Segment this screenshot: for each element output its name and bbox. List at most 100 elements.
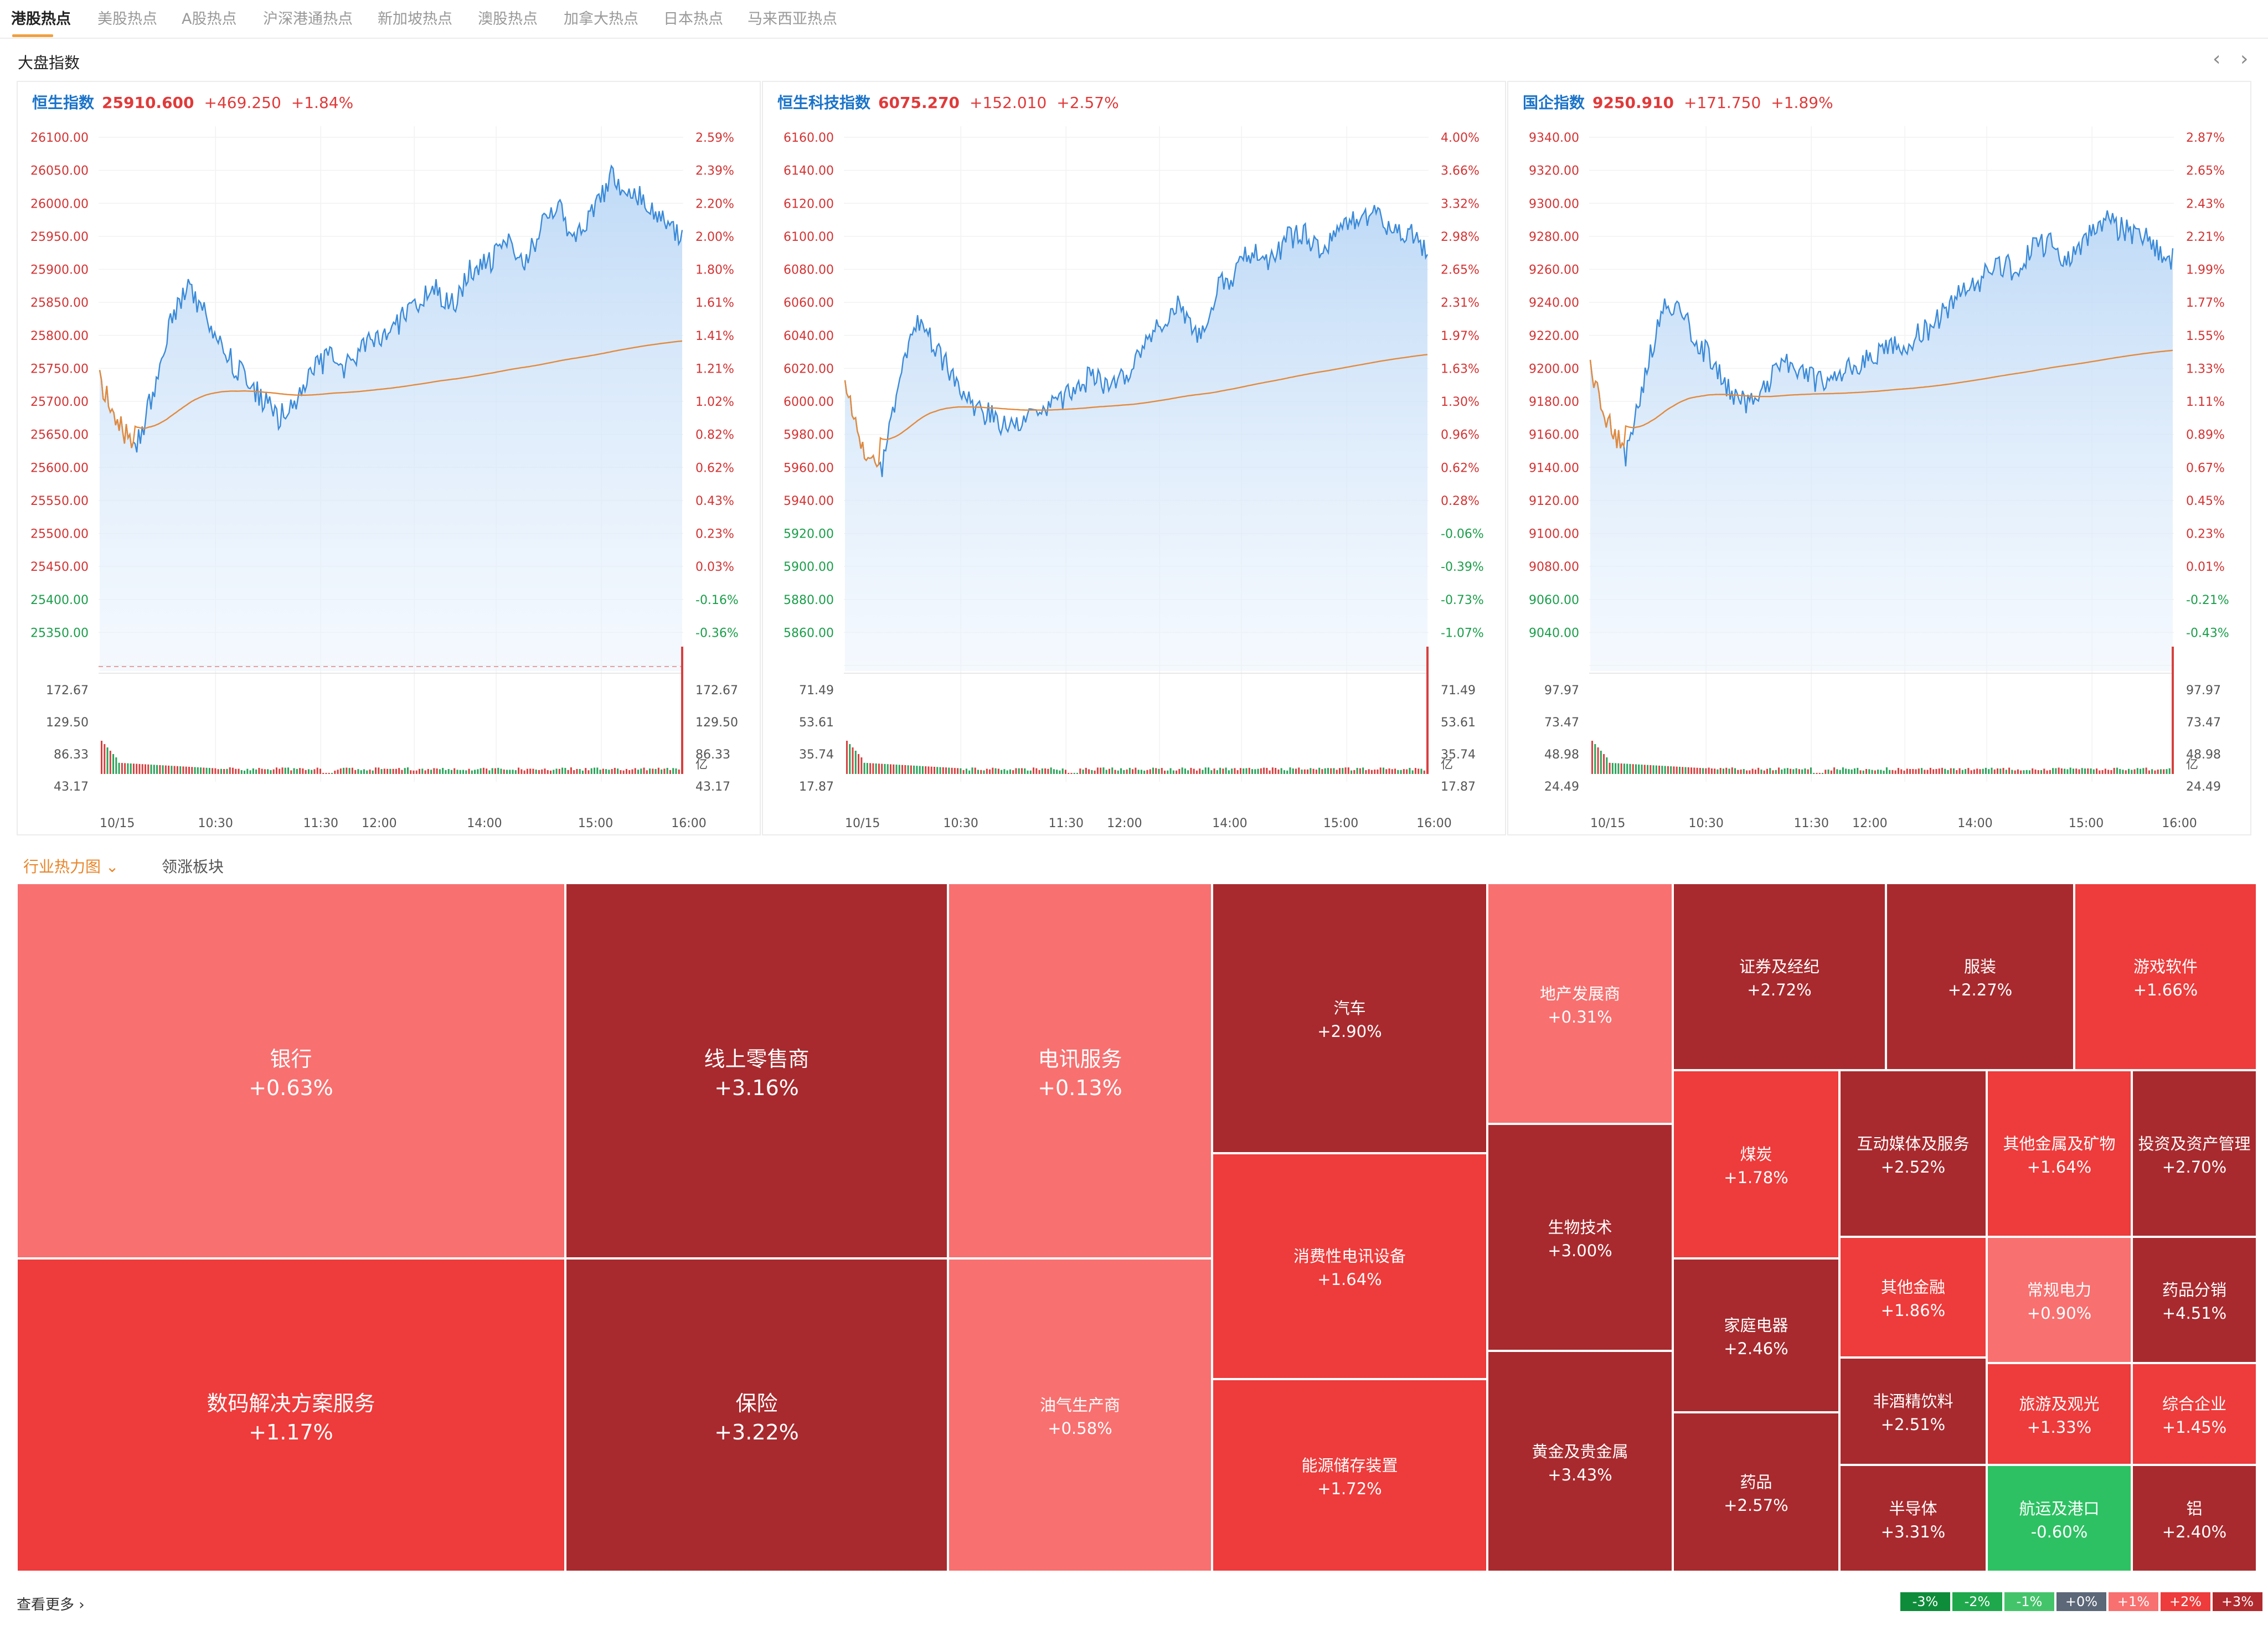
volume-bar [141, 764, 143, 774]
heatmap-cell-pct: +2.70% [2162, 1157, 2227, 1176]
price-axis-label: 25750.00 [30, 362, 89, 376]
tab-australia-hot[interactable]: 澳股热点 [478, 11, 538, 28]
heatmap-cell[interactable]: 证券及经纪 +2.72% [1673, 883, 1886, 1070]
time-axis-label: 14:00 [1957, 817, 1992, 830]
tab-hk-hot[interactable]: 港股热点 [11, 11, 71, 28]
volume-bar [2005, 770, 2007, 774]
index-panel-hscei[interactable]: 国企指数 9250.910 +171.750 +1.89% 9340.00 2.87% 9… [1507, 81, 2251, 835]
tab-industry-heatmap[interactable]: 行业热力图 ⌄ [23, 858, 119, 876]
tab-malaysia-hot[interactable]: 马来西亚热点 [748, 11, 837, 28]
heatmap-cell[interactable]: 家庭电器 +2.46% [1673, 1258, 1839, 1412]
index-panel-hsi[interactable]: 恒生指数 25910.600 +469.250 +1.84% 26100.00 2.59… [17, 81, 761, 835]
view-more-link[interactable]: 查看更多 › [17, 1597, 85, 1613]
heatmap-cell[interactable]: 旅游及观光 +1.33% [1987, 1363, 2132, 1465]
heatmap-cell[interactable]: 药品分销 +4.51% [2132, 1237, 2257, 1363]
index-panel-hstech[interactable]: 恒生科技指数 6075.270 +152.010 +2.57% 6160.00 4.00… [762, 81, 1506, 835]
volume-bar [482, 767, 484, 774]
volume-bar [261, 768, 263, 774]
tab-us-hot[interactable]: 美股热点 [97, 11, 157, 28]
heatmap-cell[interactable]: 服装 +2.27% [1886, 883, 2074, 1070]
volume-bar [576, 768, 578, 774]
pct-axis-label: 2.00% [695, 230, 734, 244]
volume-axis-label: 97.97 [1544, 684, 1579, 698]
volume-bar [1786, 768, 1788, 774]
heatmap-cell[interactable]: 投资及资产管理 +2.70% [2132, 1070, 2257, 1237]
tab-a-share-hot[interactable]: A股热点 [182, 11, 237, 28]
heatmap-cell[interactable]: 煤炭 +1.78% [1673, 1070, 1839, 1258]
volume-bar [319, 768, 321, 774]
volume-bar [2110, 770, 2112, 774]
volume-bar [1202, 770, 1204, 774]
intraday-chart[interactable]: 6160.00 4.00% 6140.00 3.66% 6120.00 3.32% 6100… [763, 82, 1507, 837]
heatmap-cell[interactable]: 保险 +3.22% [565, 1258, 948, 1572]
volume-bar [675, 768, 677, 774]
volume-bar [933, 767, 935, 774]
volume-bar [846, 741, 848, 774]
heatmap-cell[interactable]: 常规电力 +0.90% [1987, 1237, 2132, 1363]
tab-leading-sectors[interactable]: 领涨板块 [162, 858, 224, 876]
volume-bar [1243, 768, 1245, 774]
pct-axis-label: 4.00% [1441, 131, 1480, 145]
pct-axis-label: 3.32% [1441, 197, 1480, 211]
heatmap-cell[interactable]: 消费性电讯设备 +1.64% [1212, 1153, 1487, 1379]
heatmap-cell[interactable]: 航运及港口 -0.60% [1987, 1465, 2132, 1572]
heatmap-cell[interactable]: 地产发展商 +0.31% [1487, 883, 1673, 1124]
volume-bar [378, 767, 380, 774]
volume-bar [1277, 769, 1280, 774]
heatmap-cell[interactable]: 汽车 +2.90% [1212, 883, 1487, 1153]
heatmap-cell[interactable]: 游戏软件 +1.66% [2074, 883, 2257, 1070]
intraday-chart[interactable]: 26100.00 2.59% 26050.00 2.39% 26000.00 2.20% 2… [18, 82, 762, 837]
heatmap-cell[interactable]: 黄金及贵金属 +3.43% [1487, 1351, 1673, 1572]
heatmap-cell[interactable]: 生物技术 +3.00% [1487, 1124, 1673, 1351]
index-name[interactable]: 国企指数 [1523, 94, 1585, 112]
heatmap-cell[interactable]: 综合企业 +1.45% [2132, 1363, 2257, 1465]
tab-japan-hot[interactable]: 日本热点 [663, 11, 723, 28]
tab-stock-connect-hot[interactable]: 沪深港通热点 [263, 11, 353, 28]
volume-bar [1830, 770, 1832, 774]
volume-bar [427, 768, 429, 774]
volume-bar [587, 770, 590, 774]
price-axis-label: 25450.00 [30, 560, 89, 574]
volume-bar [1100, 767, 1102, 774]
next-arrow-icon[interactable]: › [2240, 48, 2249, 70]
volume-bar [1164, 770, 1166, 774]
heatmap-cell[interactable]: 药品 +2.57% [1673, 1412, 1839, 1572]
volume-bar [442, 768, 444, 774]
index-name[interactable]: 恒生指数 [32, 94, 95, 112]
heatmap-cell[interactable]: 银行 +0.63% [17, 883, 565, 1258]
volume-bar [2140, 768, 2142, 774]
volume-bar [2023, 770, 2025, 774]
volume-bar [558, 768, 560, 774]
intraday-chart[interactable]: 9340.00 2.87% 9320.00 2.65% 9300.00 2.43% 9280… [1508, 82, 2252, 837]
tab-canada-hot[interactable]: 加拿大热点 [564, 11, 638, 28]
heatmap-cell[interactable]: 互动媒体及服务 +2.52% [1839, 1070, 1987, 1237]
time-axis-label: 12:00 [362, 817, 396, 830]
index-name[interactable]: 恒生科技指数 [777, 94, 871, 112]
heatmap-cell[interactable]: 数码解决方案服务 +1.17% [17, 1258, 565, 1572]
heatmap-cell[interactable]: 其他金融 +1.86% [1839, 1237, 1987, 1358]
volume-bar [354, 770, 357, 774]
volume-bar [1766, 768, 1768, 774]
volume-bar [1414, 768, 1416, 774]
heatmap-cell[interactable]: 油气生产商 +0.58% [948, 1258, 1212, 1572]
volume-bar [962, 770, 965, 774]
index-change-pct: +2.57% [1056, 94, 1119, 112]
volume-bar [1673, 766, 1675, 774]
volume-bar [1070, 773, 1073, 774]
tab-singapore-hot[interactable]: 新加坡热点 [378, 11, 452, 28]
heatmap-cell[interactable]: 非酒精饮料 +2.51% [1839, 1358, 1987, 1465]
heatmap-cell[interactable]: 铝 +2.40% [2132, 1465, 2257, 1572]
heatmap-cell[interactable]: 能源储存装置 +1.72% [1212, 1379, 1487, 1572]
prev-arrow-icon[interactable]: ‹ [2213, 48, 2221, 70]
volume-bar [2060, 768, 2063, 774]
volume-bar [1426, 647, 1429, 774]
volume-bar [1658, 765, 1661, 774]
heatmap-cell[interactable]: 其他金属及矿物 +1.64% [1987, 1070, 2132, 1237]
heatmap-cell[interactable]: 电讯服务 +0.13% [948, 883, 1212, 1258]
volume-bar [246, 768, 249, 774]
volume-bar [2159, 769, 2162, 774]
volume-bar [1836, 769, 1838, 774]
price-axis-label: 26000.00 [30, 197, 89, 211]
heatmap-cell[interactable]: 线上零售商 +3.16% [565, 883, 948, 1258]
heatmap-cell[interactable]: 半导体 +3.31% [1839, 1465, 1987, 1572]
